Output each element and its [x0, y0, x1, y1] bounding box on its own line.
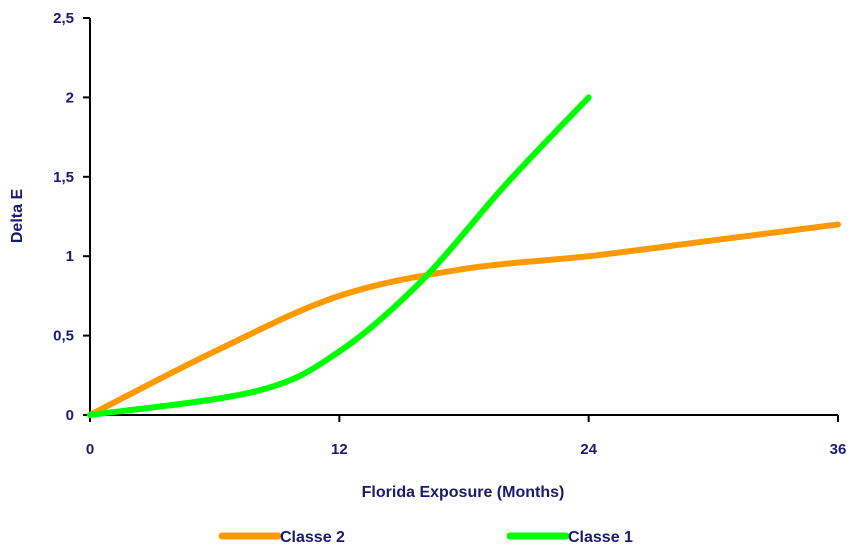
x-tick-label: 24	[580, 441, 597, 458]
x-axis-label: Florida Exposure (Months)	[362, 484, 565, 501]
y-ticks: 0 0,5 1 1,5 2 2,5	[53, 10, 90, 424]
x-ticks: 0 12 24 36	[86, 415, 847, 458]
y-tick-label: 0	[66, 407, 74, 424]
y-tick-label: 1,5	[53, 169, 74, 186]
x-tick-label: 36	[830, 441, 847, 458]
x-tick-label: 12	[331, 441, 348, 458]
y-tick-label: 1	[66, 248, 74, 265]
series-line-classe-2	[87, 221, 841, 418]
x-tick-label: 0	[86, 441, 94, 458]
y-axis-label: Delta E	[9, 189, 26, 244]
y-tick-label: 2,5	[53, 10, 74, 27]
legend-label: Classe 2	[280, 529, 345, 546]
legend: Classe 2 Classe 1	[218, 529, 633, 546]
y-tick-label: 2	[66, 89, 74, 106]
series-line-classe-1	[87, 94, 592, 418]
y-tick-label: 0,5	[53, 328, 74, 345]
legend-label: Classe 1	[568, 529, 633, 546]
series	[87, 94, 841, 418]
